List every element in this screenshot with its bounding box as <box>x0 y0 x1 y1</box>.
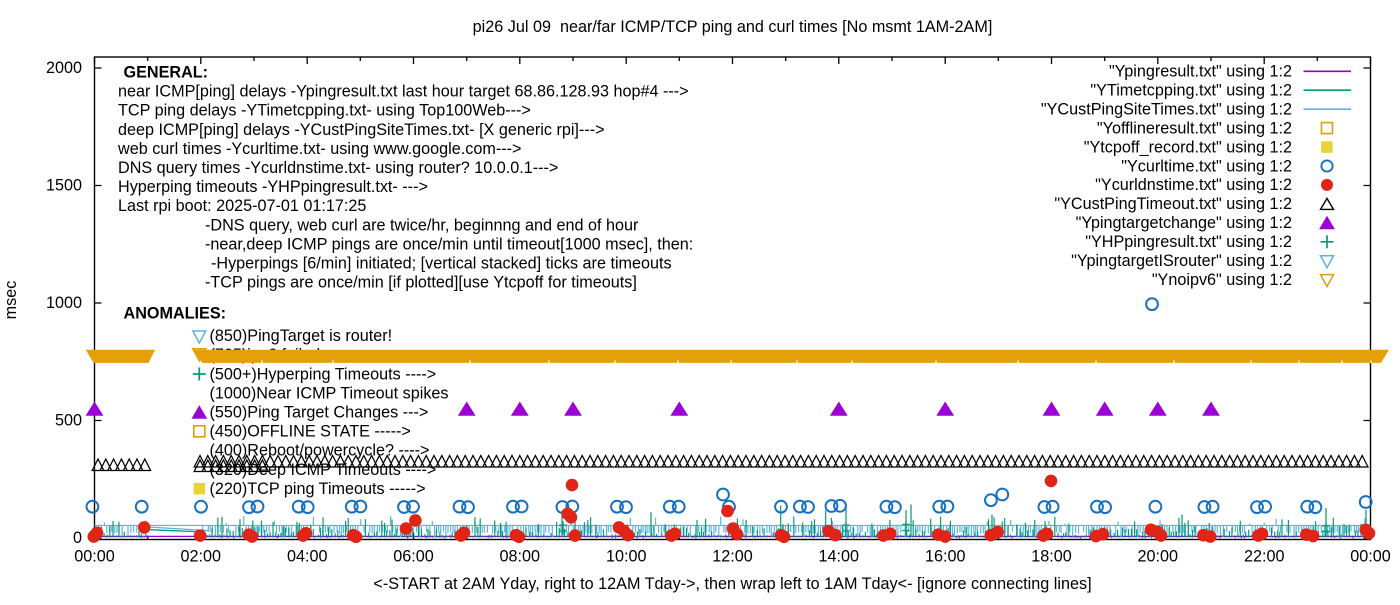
svg-text:1000: 1000 <box>46 294 82 312</box>
svg-text:msec: msec <box>2 281 20 320</box>
svg-text:near ICMP[ping] delays -Ypingr: near ICMP[ping] delays -Ypingresult.txt … <box>118 83 689 101</box>
svg-text:-TCP pings are once/min [if pl: -TCP pings are once/min [if plotted][use… <box>205 274 637 292</box>
svg-text:Hyperping timeouts -YHPpingres: Hyperping timeouts -YHPpingresult.txt- -… <box>118 178 428 196</box>
svg-text:2000: 2000 <box>46 59 82 77</box>
svg-text:"YCustPingTimeout.txt" using 1: "YCustPingTimeout.txt" using 1:2 <box>1054 195 1292 213</box>
svg-text:"Ynoipv6" using 1:2: "Ynoipv6" using 1:2 <box>1152 271 1292 289</box>
svg-text:(500+)Hyperping Timeouts ---->: (500+)Hyperping Timeouts ----> <box>210 365 437 383</box>
svg-text:"Yofflineresult.txt" using 1:2: "Yofflineresult.txt" using 1:2 <box>1097 119 1292 137</box>
svg-text:20:00: 20:00 <box>1138 548 1179 566</box>
svg-text:18:00: 18:00 <box>1031 548 1072 566</box>
svg-text:"Ypingtargetchange" using 1:2: "Ypingtargetchange" using 1:2 <box>1076 214 1292 232</box>
svg-text:"YpingtargetISrouter" using 1:: "YpingtargetISrouter" using 1:2 <box>1071 252 1292 270</box>
svg-text:(1000)Near ICMP Timeout spikes: (1000)Near ICMP Timeout spikes <box>210 384 449 402</box>
svg-text:(550)Ping Target Changes --->: (550)Ping Target Changes ---> <box>210 404 429 422</box>
svg-text:0: 0 <box>73 529 82 547</box>
svg-text:DNS query times -Ycurldnstime.: DNS query times -Ycurldnstime.txt- using… <box>118 159 558 177</box>
svg-text:web curl times -Ycurltime.txt-: web curl times -Ycurltime.txt- using www… <box>117 140 521 158</box>
svg-text:-near,deep ICMP pings are once: -near,deep ICMP pings are once/min until… <box>205 235 693 253</box>
svg-text:-Hyperpings [6/min] initiated;: -Hyperpings [6/min] initiated; [vertical… <box>211 255 672 273</box>
svg-text:10:00: 10:00 <box>606 548 647 566</box>
svg-text:06:00: 06:00 <box>393 548 434 566</box>
svg-text:(450)OFFLINE STATE ----->: (450)OFFLINE STATE -----> <box>210 423 411 441</box>
svg-text:deep ICMP[ping] delays -YCustP: deep ICMP[ping] delays -YCustPingSiteTim… <box>118 121 605 139</box>
svg-text:(850)PingTarget is router!: (850)PingTarget is router! <box>210 327 393 345</box>
svg-text:pi26 Jul 09 near/far ICMP/TCP: pi26 Jul 09 near/far ICMP/TCP ping and c… <box>473 18 993 36</box>
svg-text:04:00: 04:00 <box>287 548 328 566</box>
svg-text:TCP ping delays -YTimetcpping.: TCP ping delays -YTimetcpping.txt- using… <box>118 102 531 120</box>
svg-text:GENERAL:: GENERAL: <box>124 64 209 82</box>
svg-text:(220)TCP ping Timeouts ----->: (220)TCP ping Timeouts -----> <box>210 480 426 498</box>
svg-text:14:00: 14:00 <box>819 548 860 566</box>
svg-text:"YTimetcpping.txt" using 1:2: "YTimetcpping.txt" using 1:2 <box>1090 82 1292 100</box>
svg-text:(400)Reboot/powercycle? ---->: (400)Reboot/powercycle? ----> <box>210 442 430 460</box>
svg-text:<-START at 2AM Yday, right to: <-START at 2AM Yday, right to 12AM Tday-… <box>373 575 1091 593</box>
svg-text:"Ycurldnstime.txt" using 1:2: "Ycurldnstime.txt" using 1:2 <box>1095 176 1292 194</box>
svg-text:Last rpi boot: 2025-07-01 01:1: Last rpi boot: 2025-07-01 01:17:25 <box>118 197 366 215</box>
svg-text:-DNS query, web curl are twice: -DNS query, web curl are twice/hr, begin… <box>205 216 639 234</box>
svg-text:1500: 1500 <box>46 177 82 195</box>
svg-text:00:00: 00:00 <box>1350 548 1391 566</box>
svg-text:12:00: 12:00 <box>712 548 753 566</box>
svg-text:500: 500 <box>55 412 82 430</box>
svg-text:"Ypingresult.txt" using 1:2: "Ypingresult.txt" using 1:2 <box>1109 63 1292 81</box>
svg-text:(320)Deep ICMP Timeouts ---->: (320)Deep ICMP Timeouts ----> <box>210 461 437 479</box>
svg-text:"YHPpingresult.txt" using 1:2: "YHPpingresult.txt" using 1:2 <box>1085 233 1292 251</box>
svg-text:ANOMALIES:: ANOMALIES: <box>124 305 227 323</box>
svg-text:02:00: 02:00 <box>181 548 222 566</box>
svg-text:"YCustPingSiteTimes.txt" using: "YCustPingSiteTimes.txt" using 1:2 <box>1041 101 1292 119</box>
svg-text:"Ytcpoff_record.txt" using 1:2: "Ytcpoff_record.txt" using 1:2 <box>1084 138 1292 156</box>
svg-text:16:00: 16:00 <box>925 548 966 566</box>
svg-text:22:00: 22:00 <box>1244 548 1285 566</box>
svg-text:00:00: 00:00 <box>74 548 115 566</box>
svg-text:08:00: 08:00 <box>500 548 541 566</box>
svg-text:"Ycurltime.txt" using 1:2: "Ycurltime.txt" using 1:2 <box>1121 157 1292 175</box>
